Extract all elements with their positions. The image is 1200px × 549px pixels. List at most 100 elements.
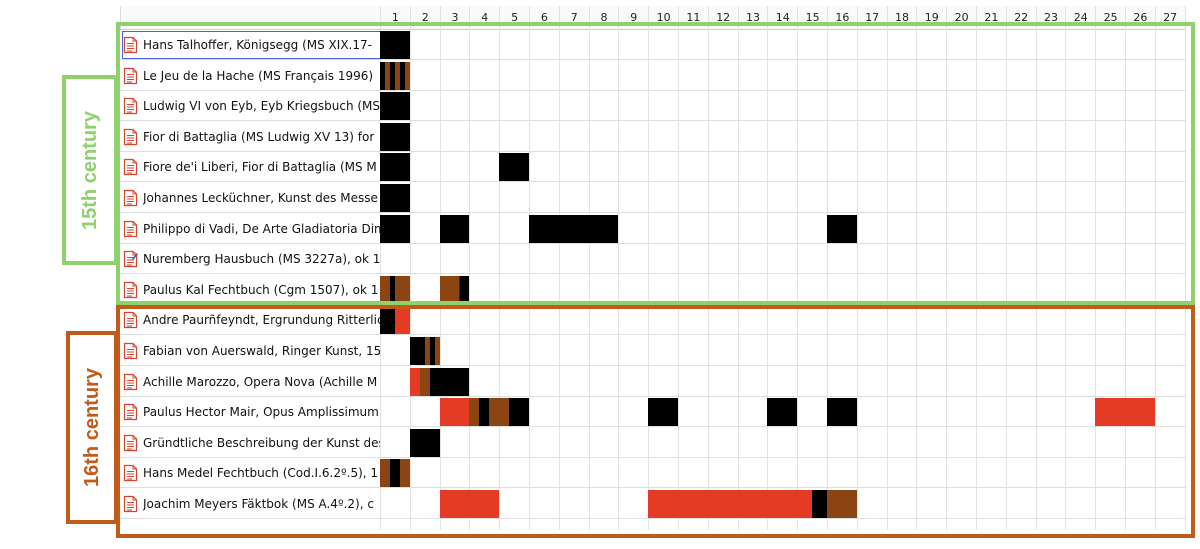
- timeline-mark: [380, 306, 410, 335]
- row-label[interactable]: Fiore de'i Liberi, Fior di Battaglia (MS…: [123, 154, 380, 180]
- row-label[interactable]: Johannes Lecküchner, Kunst des Messe: [123, 185, 380, 211]
- row-label-text: Nuremberg Hausbuch (MS 3227a), ok 1: [143, 252, 380, 267]
- timeline-mark: [1095, 398, 1155, 427]
- document-icon: [123, 495, 138, 513]
- timeline-mark: [439, 275, 470, 304]
- row-label-text: Fabian von Auerswald, Ringer Kunst, 15: [143, 344, 380, 358]
- grid-vline: [886, 6, 888, 530]
- table-row: [120, 183, 1186, 213]
- grid-vline: [827, 6, 828, 530]
- century-tab-15th: 15th century: [62, 75, 118, 265]
- row-label-text: Le Jeu de la Hache (MS Français 1996): [143, 68, 374, 83]
- timeline-mark: [827, 398, 857, 427]
- grid-vline: [916, 6, 918, 530]
- timeline-mark: [380, 459, 410, 488]
- table-row: [120, 397, 1186, 428]
- timeline-mark: [380, 275, 410, 304]
- row-label-text: Gründtliche Beschreibung der Kunst des: [143, 435, 380, 450]
- timeline-mark: [469, 398, 500, 427]
- row-label-text: Paulus Kal Fechtbuch (Cgm 1507), ok 1: [143, 282, 379, 297]
- grid-vline: [588, 6, 590, 530]
- column-header-14: 14: [767, 6, 798, 30]
- row-label[interactable]: Achille Marozzo, Opera Nova (Achille M: [123, 369, 380, 395]
- column-header-8: 8: [588, 6, 619, 30]
- grid-vline: [409, 6, 411, 530]
- grid-vline: [380, 6, 381, 530]
- row-label[interactable]: Ludwig VI von Eyb, Eyb Kriegsbuch (MS: [123, 93, 380, 119]
- grid-vline: [737, 6, 739, 530]
- row-label[interactable]: Philippo di Vadi, De Arte Gladiatoria Di…: [123, 216, 380, 242]
- grid-vline: [1154, 6, 1156, 530]
- grid-vline: [1184, 6, 1186, 530]
- row-label[interactable]: Nuremberg Hausbuch (MS 3227a), ok 1: [123, 246, 380, 272]
- grid-vline: [797, 6, 799, 530]
- table-row: [120, 367, 1186, 397]
- row-label-text: Philippo di Vadi, De Arte Gladiatoria Di…: [143, 221, 380, 236]
- row-label[interactable]: Fabian von Auerswald, Ringer Kunst, 15: [123, 338, 380, 364]
- timeline-mark: [648, 490, 798, 518]
- column-header-27: 27: [1154, 6, 1185, 30]
- document-icon: [123, 373, 138, 390]
- document-icon: [123, 159, 138, 176]
- document-icon: [123, 128, 138, 145]
- column-header-26: 26: [1125, 6, 1155, 30]
- column-header-15: 15: [797, 6, 827, 30]
- table-row: [120, 428, 1186, 458]
- document-icon: [123, 465, 138, 482]
- row-label[interactable]: Hans Medel Fechtbuch (Cod.I.6.2º.5), 1: [123, 460, 380, 486]
- table-row: [120, 61, 1186, 91]
- row-label[interactable]: Paulus Hector Mair, Opus Amplissimum: [123, 399, 380, 425]
- century-label-16th: 16th century: [80, 368, 103, 487]
- header-label-column: [120, 6, 380, 30]
- document-icon: [123, 404, 138, 421]
- document-icon: [123, 36, 138, 54]
- row-label[interactable]: Hans Talhoffer, Königsegg (MS XIX.17-: [122, 31, 381, 59]
- row-label[interactable]: Le Jeu de la Hache (MS Français 1996): [123, 63, 380, 89]
- document-icon: [123, 220, 138, 237]
- timeline-mark: [380, 184, 410, 212]
- timeline-mark: [380, 122, 410, 151]
- row-label[interactable]: Fior di Battaglia (MS Ludwig XV 13) for: [123, 124, 380, 150]
- row-label-text: Paulus Hector Mair, Opus Amplissimum: [143, 405, 379, 420]
- row-label-text: Achille Marozzo, Opera Nova (Achille M: [143, 374, 378, 389]
- row-label[interactable]: Gründtliche Beschreibung der Kunst des: [123, 430, 380, 456]
- row-label-text: Hans Talhoffer, Königsegg (MS XIX.17-: [143, 38, 372, 52]
- timeline-mark: [797, 490, 827, 518]
- grid-vline: [946, 6, 948, 530]
- column-header-1: 1: [380, 6, 410, 30]
- document-icon: [123, 434, 138, 451]
- row-label-text: Hans Medel Fechtbuch (Cod.I.6.2º.5), 1: [143, 466, 379, 481]
- timeline-mark: [648, 398, 678, 427]
- timeline-mark: [439, 367, 470, 396]
- timeline-mark: [409, 337, 440, 365]
- grid-vline: [469, 6, 471, 530]
- grid-vline: [648, 6, 650, 530]
- timeline-mark: [380, 31, 410, 59]
- grid-vline: [618, 6, 620, 530]
- table-row: [120, 152, 1186, 183]
- row-label-text: Andre Paurñfeyndt, Ergrundung Ritterlic: [143, 313, 380, 328]
- grid-vline: [1065, 6, 1067, 530]
- timeline-mark: [380, 61, 410, 90]
- timeline-mark: [827, 490, 857, 518]
- timeline-mark: [439, 490, 500, 518]
- grid-vline: [856, 6, 858, 530]
- century-tab-16th: 16th century: [66, 331, 118, 524]
- table-row: [120, 305, 1186, 336]
- timeline-mark: [439, 214, 470, 243]
- column-header-4: 4: [469, 6, 500, 30]
- row-label[interactable]: Joachim Meyers Fäktbok (MS A.4º.2), c: [123, 491, 380, 517]
- column-header-13: 13: [737, 6, 768, 30]
- column-header-24: 24: [1065, 6, 1096, 30]
- row-label[interactable]: Andre Paurñfeyndt, Ergrundung Ritterlic: [123, 307, 380, 333]
- column-header-3: 3: [439, 6, 470, 30]
- column-header-6: 6: [529, 6, 559, 30]
- row-label[interactable]: Paulus Kal Fechtbuch (Cgm 1507), ok 1: [123, 277, 380, 303]
- row-label-text: Joachim Meyers Fäktbok (MS A.4º.2), c: [143, 497, 374, 511]
- column-header-20: 20: [946, 6, 976, 30]
- column-header-22: 22: [1005, 6, 1036, 30]
- grid-vline: [499, 6, 501, 530]
- century-label-15th: 15th century: [78, 110, 101, 230]
- column-header-16: 16: [827, 6, 857, 30]
